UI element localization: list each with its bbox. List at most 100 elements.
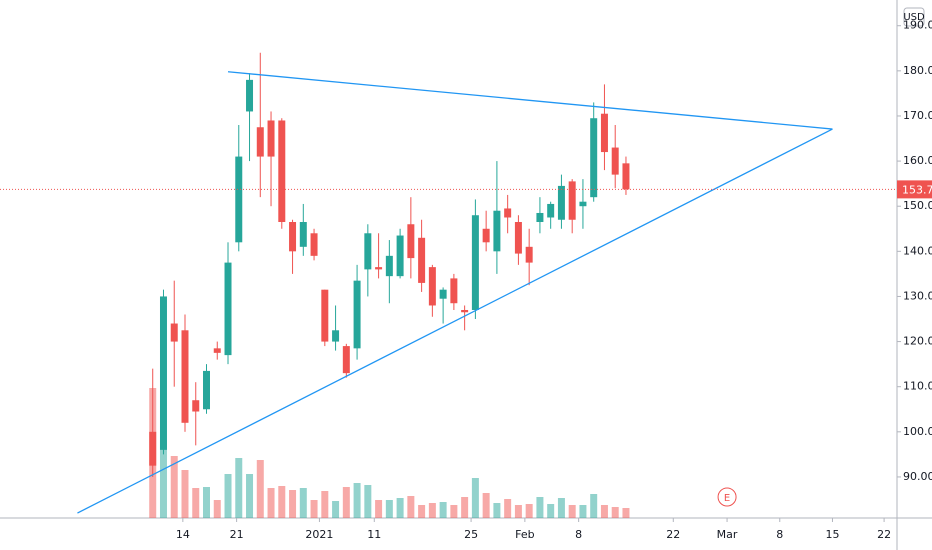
- y-tick-label: 170.00: [903, 109, 932, 122]
- volume-bar: [418, 505, 426, 518]
- volume-bar: [159, 440, 167, 518]
- x-tick-label: 14: [176, 528, 190, 541]
- candle-body: [557, 185, 565, 220]
- volume-bar: [364, 485, 372, 518]
- candle-body: [256, 127, 264, 157]
- candle-body: [547, 203, 555, 218]
- x-tick-label: 25: [464, 528, 478, 541]
- volume-bar: [471, 478, 479, 518]
- y-tick-label: 90.00: [903, 470, 932, 483]
- volume-bar: [256, 460, 264, 518]
- candle-body: [579, 201, 587, 207]
- volume-bar: [622, 508, 630, 518]
- candle-body: [482, 228, 490, 243]
- candle-body: [471, 215, 479, 310]
- volume-bar: [611, 507, 619, 518]
- candle-body: [213, 348, 221, 353]
- last-price-label: 153.73: [902, 183, 932, 196]
- y-tick-label: 190.00: [903, 19, 932, 32]
- currency-badge-box: [903, 7, 925, 27]
- candle-body: [590, 118, 598, 198]
- x-tick-label: 11: [367, 528, 381, 541]
- x-tick-label: 8: [776, 528, 783, 541]
- earnings-marker: [717, 487, 737, 507]
- volume-bar: [353, 483, 361, 518]
- volume-bar: [289, 490, 297, 518]
- volume-bar: [310, 500, 318, 518]
- volume-bar: [203, 487, 210, 518]
- candle-body: [396, 235, 404, 277]
- x-tick-label: 8: [575, 528, 582, 541]
- candle-body: [364, 233, 372, 270]
- candle-body: [536, 212, 544, 222]
- volume-bar: [450, 505, 458, 518]
- candle-body: [181, 330, 189, 423]
- y-tick-label: 140.00: [903, 244, 932, 257]
- candle-body: [514, 222, 522, 254]
- candle-body: [428, 267, 436, 306]
- x-tick-label: 15: [825, 528, 839, 541]
- last-price-box: [897, 180, 932, 199]
- trend-line: [77, 128, 833, 514]
- candle-body: [622, 163, 630, 190]
- x-tick-label: Feb: [515, 528, 534, 541]
- volume-bar: [579, 505, 587, 518]
- volume-bar: [224, 474, 232, 518]
- candle-body: [493, 210, 501, 252]
- x-tick-label: 22: [877, 528, 891, 541]
- trend-line: [227, 71, 833, 130]
- candle-body: [461, 309, 469, 313]
- volume-bar: [332, 501, 340, 518]
- y-tick-label: 130.00: [903, 289, 932, 302]
- volume-bar: [170, 456, 178, 518]
- candle-body: [385, 255, 393, 277]
- currency-badge: USD: [903, 12, 925, 23]
- volume-bar: [321, 491, 329, 518]
- candle-body: [504, 208, 512, 218]
- y-tick-label: 160.00: [903, 154, 932, 167]
- x-tick-label: 2021: [305, 528, 333, 541]
- volume-bar: [278, 486, 286, 518]
- volume-bar: [590, 494, 598, 518]
- candle-body: [192, 400, 200, 412]
- volume-bar: [375, 500, 383, 518]
- volume-bar: [396, 498, 404, 518]
- volume-bar: [299, 488, 307, 518]
- volume-bar: [439, 502, 447, 518]
- candle-body: [525, 246, 533, 263]
- y-tick-label: 100.00: [903, 425, 932, 438]
- candle-body: [310, 233, 318, 256]
- candle-layer: [149, 52, 630, 477]
- candle-body: [375, 267, 383, 270]
- candle-body: [568, 181, 576, 220]
- x-tick-label: 22: [666, 528, 680, 541]
- candle-body: [418, 237, 426, 283]
- y-tick-label: 110.00: [903, 380, 932, 393]
- candle-body: [407, 224, 415, 259]
- candle-body: [439, 289, 447, 299]
- candle-body: [278, 120, 286, 222]
- y-tick-label: 120.00: [903, 335, 932, 348]
- volume-bar: [181, 470, 189, 518]
- candle-body: [224, 262, 232, 356]
- volume-bar: [192, 488, 200, 518]
- candle-body: [342, 346, 350, 374]
- candle-body: [289, 222, 297, 252]
- volume-bar: [536, 497, 544, 518]
- candle-body: [170, 323, 178, 342]
- volume-bar: [568, 505, 576, 518]
- volume-bar: [600, 505, 608, 518]
- candle-body: [203, 370, 210, 410]
- volume-bar: [504, 499, 512, 518]
- candle-body: [267, 120, 275, 157]
- earnings-label: E: [724, 493, 730, 504]
- candle-body: [159, 296, 167, 450]
- candle-body: [450, 278, 458, 304]
- volume-bar: [525, 504, 533, 518]
- candle-body: [149, 431, 157, 466]
- volume-bar: [557, 498, 565, 518]
- volume-bar: [246, 474, 254, 518]
- volume-bar: [385, 500, 393, 518]
- candle-body: [321, 289, 329, 342]
